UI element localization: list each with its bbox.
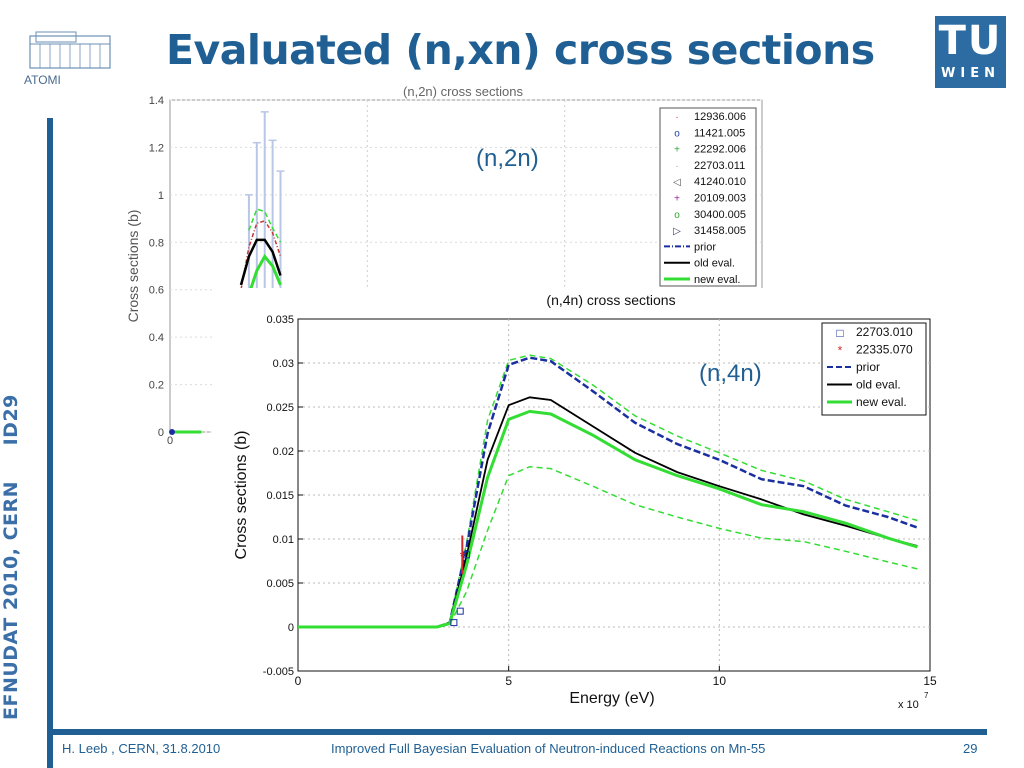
n4n-y-axis-label: Cross sections (b)	[233, 431, 250, 560]
n2n-y-tick-label: 0	[158, 427, 164, 439]
footer-bar	[47, 729, 987, 735]
n4n-y-tick-label: -0.005	[263, 666, 294, 678]
n2n-y-tick-label: 0.8	[149, 237, 164, 249]
n4n-data-point-square	[463, 551, 471, 559]
tu-logo-letters: TU	[938, 18, 1003, 64]
n4n-legend-marker: □	[836, 326, 843, 340]
n4n-new-eval-line	[298, 409, 918, 629]
n2n-legend-label: prior	[694, 241, 716, 253]
n2n-x-tick-label: 0	[167, 435, 173, 447]
n4n-legend-label: old eval.	[856, 378, 901, 392]
n2n-legend-label: 11421.005	[694, 127, 745, 139]
n4n-x-tick-label: 10	[713, 674, 727, 688]
tu-logo-wien: WIEN	[941, 66, 1000, 81]
n4n-y-tick-label: 0.03	[273, 358, 294, 370]
tu-wien-logo: TU WIEN	[935, 16, 1006, 88]
n2n-legend-label: new eval.	[694, 274, 740, 286]
n2n-y-tick-label: 1	[158, 190, 164, 202]
n2n-legend-box	[659, 107, 757, 287]
footer-talk-title: Improved Full Bayesian Evaluation of Neu…	[331, 741, 766, 756]
n4n-legend-label: 22335.070	[856, 343, 913, 357]
n2n-legend-marker: ◁	[673, 177, 681, 188]
n4n-x-tick-label: 5	[505, 674, 512, 688]
n4n-legend-label: 22703.010	[856, 325, 913, 339]
n2n-legend-marker: +	[674, 194, 680, 205]
svg-text:ATOMI: ATOMI	[24, 73, 61, 87]
atomki-logo: ATOMI	[24, 31, 111, 87]
n4n-data-point-square	[456, 607, 464, 615]
n4n-y-tick-label: 0.035	[266, 314, 294, 326]
n2n-legend-label: 41240.010	[694, 176, 746, 188]
n2n-legend: · 12936.006 o 11421.005 + 22292.006 · 22703.011…	[659, 107, 757, 287]
n4n-x-tick-label: 15	[923, 674, 937, 688]
n4n-y-tick-label: 0.01	[273, 534, 294, 546]
n2n-legend-marker: o	[674, 128, 680, 139]
n4n-annotation: (n,4n)	[699, 360, 762, 387]
n4n-y-tick-label: 0.02	[273, 446, 294, 458]
n4n-prior-line	[298, 356, 918, 629]
n2n-chart-title: (n,2n) cross sections	[403, 84, 523, 99]
n4n-y-tick-label: 0	[288, 622, 294, 634]
n2n-legend-marker: +	[674, 145, 680, 156]
n4n-title-bg	[212, 288, 764, 310]
slide-title: Evaluated (n,xn) cross sections	[166, 26, 875, 74]
n2n-legend-label: 30400.005	[694, 209, 746, 221]
n4n-x-tick-label: 0	[295, 674, 302, 688]
n4n-legend: □ 22703.010 * 22335.070 prior old eval. new ev…	[821, 322, 927, 416]
n2n-legend-label: 12936.006	[694, 111, 746, 123]
n4n-data-point-star: *	[460, 548, 466, 564]
n4n-uncertainty-lower-line	[449, 466, 918, 625]
n2n-legend-marker: ▷	[673, 226, 681, 237]
n4n-old-eval-line	[298, 396, 918, 628]
n2n-prior-line	[240, 220, 282, 290]
n4n-legend-box	[821, 322, 927, 416]
footer-author-date: H. Leeb , CERN, 31.8.2010	[62, 741, 221, 756]
n4n-legend-marker: *	[838, 344, 843, 358]
n2n-legend-label: old eval.	[694, 258, 735, 270]
n2n-legend-label: 22703.011	[694, 160, 745, 172]
n4n-y-tick-label: 0.005	[266, 578, 294, 590]
n2n-legend-label: 22292.006	[694, 144, 746, 156]
n4n-y-tick-label: 0.015	[266, 490, 294, 502]
n4n-legend-label: prior	[856, 360, 880, 374]
n2n-annotation: (n,2n)	[476, 145, 539, 172]
n2n-legend-label: 31458.005	[694, 225, 746, 237]
side-accent-bar	[47, 118, 53, 768]
n2n-y-axis-label: Cross sections (b)	[125, 210, 141, 323]
n2n-y-tick-label: 1.4	[149, 95, 164, 107]
n2n-legend-marker: o	[674, 210, 680, 221]
n2n-y-tick-label: 0.6	[149, 285, 164, 297]
n2n-legend-label: 20109.003	[694, 193, 746, 205]
n4n-x-multiplier: x 10	[898, 699, 919, 711]
n2n-y-tick-label: 0.4	[149, 332, 164, 344]
n2n-old-eval-line	[239, 238, 282, 286]
n2n-legend-marker: ·	[675, 112, 678, 123]
n4n-uncertainty-upper-line	[448, 354, 918, 622]
n4n-y-tick-label: 0.025	[266, 402, 294, 414]
n2n-origin-point	[169, 429, 175, 435]
n2n-legend-marker: ·	[675, 161, 678, 172]
n2n-y-tick-label: 1.2	[149, 142, 164, 154]
n4n-data-point-square	[450, 619, 458, 627]
chart-n4n: 0 5 10 150.0350.030.0250.020.0150.010.0050-…	[212, 288, 954, 720]
n4n-x-axis-label: Energy (eV)	[569, 690, 654, 707]
n4n-chart-title: (n,4n) cross sections	[546, 292, 675, 308]
n4n-x-multiplier-exponent: 7	[924, 691, 929, 700]
n2n-y-tick-label: 0.2	[149, 380, 164, 392]
n4n-legend-label: new eval.	[856, 395, 907, 409]
page-number: 29	[963, 741, 978, 756]
